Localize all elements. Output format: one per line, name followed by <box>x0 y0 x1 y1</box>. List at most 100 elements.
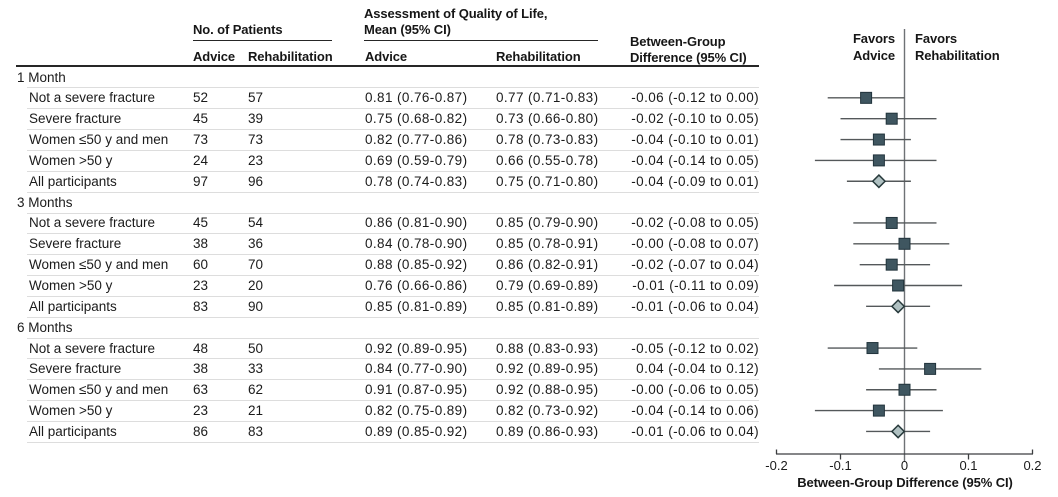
section-header-6-months: 6 Months <box>17 319 73 335</box>
point-estimate-marker <box>872 154 885 167</box>
row-label: Severe fracture <box>29 361 122 377</box>
underline-qol <box>364 39 598 41</box>
row-separator <box>27 379 759 381</box>
cell-between-group-difference: -0.02 (-0.08 to 0.05) <box>631 215 759 231</box>
favors-advice-label: Favors Advice <box>852 30 895 63</box>
subheader-qol-advice: Advice <box>365 49 408 64</box>
cell-qol-rehabilitation: 0.85 (0.79-0.90) <box>496 215 599 231</box>
cell-qol-advice: 0.92 (0.89-0.95) <box>365 340 468 356</box>
cell-qol-advice: 0.76 (0.66-0.86) <box>365 278 468 293</box>
cell-between-group-difference: -0.00 (-0.08 to 0.07) <box>631 236 759 252</box>
table-header-rule <box>16 65 759 67</box>
cell-n-advice: 23 <box>193 278 209 293</box>
cell-qol-rehabilitation: 0.77 (0.71-0.83) <box>496 90 599 106</box>
cell-n-rehabilitation: 39 <box>248 111 264 127</box>
cell-qol-advice: 0.75 (0.68-0.82) <box>365 111 468 127</box>
point-estimate-marker <box>898 383 911 396</box>
cell-qol-advice: 0.78 (0.74-0.83) <box>365 173 468 189</box>
cell-qol-rehabilitation: 0.86 (0.82-0.91) <box>496 257 599 273</box>
cell-between-group-difference: -0.04 (-0.09 to 0.01) <box>631 173 759 189</box>
cell-qol-rehabilitation: 0.88 (0.83-0.93) <box>496 340 599 356</box>
pooled-diamond-marker <box>890 299 906 314</box>
row-label: All participants <box>29 298 117 314</box>
cell-qol-rehabilitation: 0.75 (0.71-0.80) <box>496 173 599 189</box>
row-separator <box>27 254 759 256</box>
row-separator <box>27 441 759 443</box>
cell-n-rehabilitation: 54 <box>248 215 264 231</box>
cell-n-advice: 24 <box>193 152 209 168</box>
cell-n-rehabilitation: 70 <box>248 257 264 273</box>
row-separator <box>27 275 759 277</box>
header-diff-line2: Difference (95% CI) <box>630 49 747 65</box>
cell-qol-rehabilitation: 0.92 (0.89-0.95) <box>496 361 599 377</box>
cell-n-advice: 60 <box>193 257 209 273</box>
cell-between-group-difference: -0.04 (-0.14 to 0.06) <box>631 403 759 419</box>
row-separator <box>27 421 759 423</box>
cell-between-group-difference: -0.00 (-0.06 to 0.05) <box>631 382 759 398</box>
cell-qol-advice: 0.69 (0.59-0.79) <box>365 152 468 168</box>
point-estimate-marker <box>898 237 911 250</box>
point-estimate-marker <box>885 112 898 125</box>
cell-qol-rehabilitation: 0.79 (0.69-0.89) <box>496 278 599 293</box>
cell-between-group-difference: -0.02 (-0.07 to 0.04) <box>631 257 759 273</box>
cell-n-rehabilitation: 50 <box>248 340 264 356</box>
row-separator <box>27 149 759 151</box>
subheader-qol-rehabilitation: Rehabilitation <box>496 49 581 64</box>
cell-n-rehabilitation: 20 <box>248 278 264 293</box>
cell-n-rehabilitation: 96 <box>248 173 264 189</box>
cell-between-group-difference: -0.02 (-0.10 to 0.05) <box>631 111 759 127</box>
x-axis-tick-label: 0.2 <box>1023 458 1042 473</box>
cell-n-advice: 86 <box>193 423 209 439</box>
row-separator <box>27 170 759 172</box>
cell-n-advice: 83 <box>193 298 209 314</box>
row-separator <box>27 129 759 131</box>
cell-n-advice: 38 <box>193 236 209 252</box>
pooled-diamond-marker <box>871 173 887 189</box>
cell-qol-advice: 0.86 (0.81-0.90) <box>365 215 468 231</box>
cell-n-rehabilitation: 33 <box>248 361 264 377</box>
row-label: Severe fracture <box>29 111 122 127</box>
cell-qol-rehabilitation: 0.82 (0.73-0.92) <box>496 403 599 419</box>
cell-n-rehabilitation: 62 <box>248 382 264 398</box>
row-separator <box>27 191 759 193</box>
cell-qol-advice: 0.91 (0.87-0.95) <box>365 382 468 398</box>
cell-n-advice: 63 <box>193 382 209 398</box>
header-diff-line1: Between-Group <box>630 33 726 49</box>
row-separator <box>27 316 759 318</box>
point-estimate-marker <box>872 404 885 417</box>
row-separator <box>27 108 759 110</box>
cell-n-rehabilitation: 83 <box>248 423 264 439</box>
header-qol-line1: Assessment of Quality of Life, <box>364 6 548 21</box>
cell-qol-advice: 0.84 (0.78-0.90) <box>365 236 468 252</box>
row-label: Women >50 y <box>29 278 113 293</box>
cell-qol-rehabilitation: 0.89 (0.86-0.93) <box>496 423 599 439</box>
row-separator <box>27 400 759 402</box>
header-qol-line2: Mean (95% CI) <box>364 21 451 37</box>
cell-between-group-difference: -0.01 (-0.11 to 0.09) <box>632 278 759 293</box>
row-label: All participants <box>29 423 117 439</box>
cell-qol-advice: 0.88 (0.85-0.92) <box>365 257 468 273</box>
cell-n-rehabilitation: 90 <box>248 298 264 314</box>
cell-between-group-difference: -0.04 (-0.10 to 0.01) <box>631 132 759 148</box>
row-label: Severe fracture <box>29 236 122 252</box>
cell-between-group-difference: -0.04 (-0.14 to 0.05) <box>631 152 759 168</box>
cell-n-advice: 45 <box>193 215 209 231</box>
x-axis-tick-label: 0.1 <box>959 458 978 473</box>
pooled-diamond-marker <box>890 424 906 439</box>
cell-qol-rehabilitation: 0.85 (0.81-0.89) <box>496 298 599 314</box>
section-header-1-month: 1 Month <box>17 69 66 85</box>
row-separator <box>27 337 759 339</box>
subheader-patients-rehabilitation: Rehabilitation <box>248 49 333 64</box>
point-estimate-marker <box>892 279 905 292</box>
point-estimate-marker <box>872 133 885 146</box>
x-axis-tick-label: -0.2 <box>765 458 788 473</box>
subheader-patients-advice: Advice <box>193 49 236 64</box>
cell-qol-rehabilitation: 0.85 (0.78-0.91) <box>496 236 599 252</box>
cell-between-group-difference: -0.06 (-0.12 to 0.00) <box>631 90 759 106</box>
cell-qol-advice: 0.84 (0.77-0.90) <box>365 361 468 377</box>
row-label: Not a severe fracture <box>29 340 156 356</box>
cell-between-group-difference: -0.01 (-0.06 to 0.04) <box>631 298 759 314</box>
row-label: All participants <box>29 173 117 189</box>
